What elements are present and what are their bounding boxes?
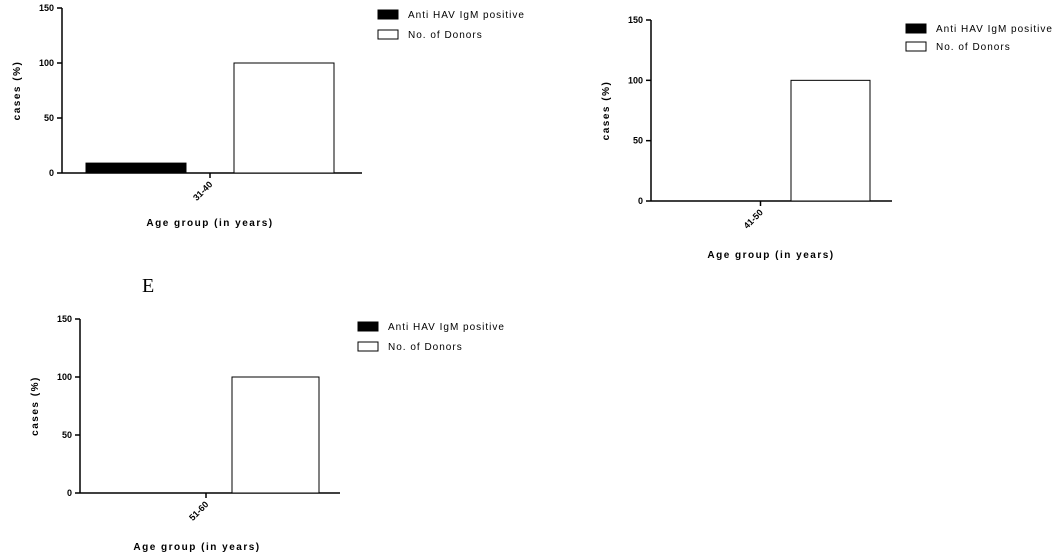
x-tick-label: 51-60 (187, 499, 210, 522)
x-tick-label: 31-40 (191, 179, 214, 202)
legend-label: No. of Donors (936, 42, 1011, 53)
legend-label: Anti HAV IgM positive (408, 10, 525, 21)
y-tick-label: 50 (633, 136, 643, 146)
bar-donors (233, 62, 335, 174)
legend-label: No. of Donors (388, 342, 463, 353)
x-axis-title: Age group (in years) (146, 218, 273, 229)
x-tick-label: 41-50 (742, 207, 765, 230)
legend-label: No. of Donors (408, 30, 483, 41)
y-axis-title: cases (%) (30, 376, 41, 436)
x-axis-title: Age group (in years) (133, 542, 260, 553)
legend-swatch (357, 321, 379, 332)
y-axis-title: cases (%) (601, 81, 612, 141)
legend-swatch (377, 29, 399, 40)
y-tick-label: 50 (44, 113, 54, 123)
y-tick-label: 150 (39, 3, 54, 13)
x-axis-title: Age group (in years) (707, 250, 834, 261)
y-tick-label: 150 (57, 314, 72, 324)
y-tick-label: 100 (57, 372, 72, 382)
y-tick-label: 50 (62, 430, 72, 440)
bar-anti-hav-igm (85, 162, 187, 174)
y-tick-label: 100 (628, 75, 643, 85)
y-tick-label: 0 (638, 196, 643, 206)
legend-label: Anti HAV IgM positive (936, 24, 1053, 35)
panel-letter-label: E (142, 275, 154, 297)
legend-swatch (905, 41, 927, 52)
y-tick-label: 0 (49, 168, 54, 178)
legend-swatch (357, 341, 379, 352)
legend-label: Anti HAV IgM positive (388, 322, 505, 333)
y-axis-title: cases (%) (12, 61, 23, 121)
legend-swatch (377, 9, 399, 20)
y-tick-label: 0 (67, 488, 72, 498)
bar-donors (790, 79, 871, 202)
legend-swatch (905, 23, 927, 34)
y-tick-label: 150 (628, 15, 643, 25)
y-tick-label: 100 (39, 58, 54, 68)
bar-donors (231, 376, 320, 494)
